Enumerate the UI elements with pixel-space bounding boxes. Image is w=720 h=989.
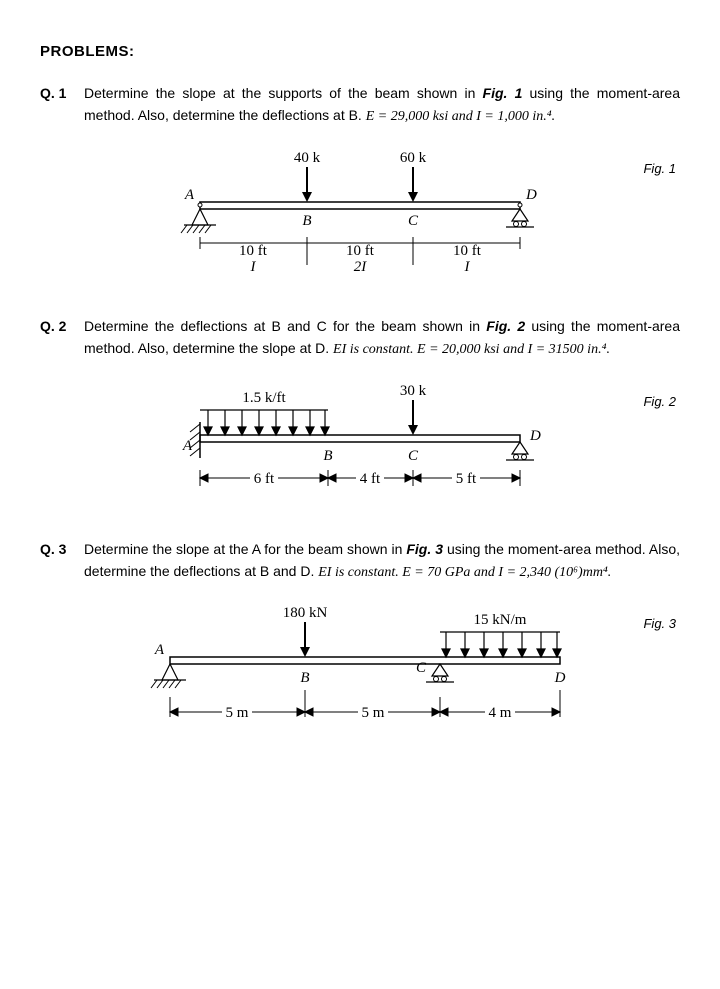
q1-t1: Determine the slope at the supports of t… [84, 85, 483, 101]
svg-text:40 k: 40 k [294, 150, 321, 166]
svg-text:B: B [323, 448, 332, 464]
fig2-label: Fig. 2 [643, 392, 676, 413]
q2-figref: Fig. 2 [486, 318, 525, 334]
svg-text:I: I [464, 259, 471, 275]
svg-text:B: B [300, 670, 309, 686]
fig1-label: Fig. 1 [643, 159, 676, 180]
svg-text:2I: 2I [354, 259, 368, 275]
svg-text:5 m: 5 m [362, 705, 385, 721]
svg-text:10 ft: 10 ft [346, 243, 375, 259]
svg-text:1.5 k/ft: 1.5 k/ft [242, 390, 286, 406]
q2-eq: EI is constant. E = 20,000 ksi and I = 3… [333, 342, 610, 357]
svg-text:D: D [554, 670, 566, 686]
svg-text:B: B [302, 213, 311, 229]
q3-body: Determine the slope at the A for the bea… [84, 538, 680, 585]
svg-text:D: D [525, 187, 537, 203]
svg-text:5 ft: 5 ft [456, 471, 477, 487]
q2-body: Determine the deflections at B and C for… [84, 315, 680, 362]
svg-text:10 ft: 10 ft [453, 243, 482, 259]
q3-num: Q. 3 [40, 538, 84, 585]
fig3-label: Fig. 3 [643, 614, 676, 635]
svg-text:6 ft: 6 ft [254, 471, 275, 487]
q2-num: Q. 2 [40, 315, 84, 362]
svg-text:15 kN/m: 15 kN/m [474, 612, 527, 628]
svg-text:C: C [408, 213, 419, 229]
q1-figref: Fig. 1 [483, 85, 523, 101]
svg-text:C: C [416, 660, 427, 676]
svg-text:60 k: 60 k [400, 150, 427, 166]
svg-text:4 m: 4 m [489, 705, 512, 721]
q1-eq: E = 29,000 ksi and I = 1,000 in.⁴. [366, 109, 555, 124]
svg-text:A: A [182, 438, 193, 454]
q1-body: Determine the slope at the supports of t… [84, 82, 680, 129]
q2-t1: Determine the deflections at B and C for… [84, 318, 486, 334]
svg-text:180 kN: 180 kN [283, 605, 328, 621]
svg-text:10 ft: 10 ft [239, 243, 268, 259]
svg-text:5 m: 5 m [226, 705, 249, 721]
svg-text:30 k: 30 k [400, 383, 427, 399]
q3-eq: EI is constant. E = 70 GPa and I = 2,340… [318, 565, 611, 580]
q3-figref: Fig. 3 [406, 541, 443, 557]
figure-2: Fig. 2 1.5 k/ft 30 k A B C D [40, 380, 680, 510]
question-2: Q. 2 Determine the deflections at B and … [40, 315, 680, 362]
question-3: Q. 3 Determine the slope at the A for th… [40, 538, 680, 585]
svg-text:I: I [250, 259, 257, 275]
svg-text:4 ft: 4 ft [360, 471, 381, 487]
problems-heading: PROBLEMS: [40, 40, 680, 64]
figure-1: Fig. 1 40 k 60 k A B C D 10 ft [40, 147, 680, 287]
svg-text:A: A [184, 187, 195, 203]
svg-text:C: C [408, 448, 419, 464]
question-1: Q. 1 Determine the slope at the supports… [40, 82, 680, 129]
svg-text:A: A [154, 642, 165, 658]
figure-3: Fig. 3 180 kN 15 kN/m A B C D [40, 602, 680, 742]
svg-text:D: D [529, 428, 541, 444]
q1-num: Q. 1 [40, 82, 84, 129]
q3-t1: Determine the slope at the A for the bea… [84, 541, 406, 557]
